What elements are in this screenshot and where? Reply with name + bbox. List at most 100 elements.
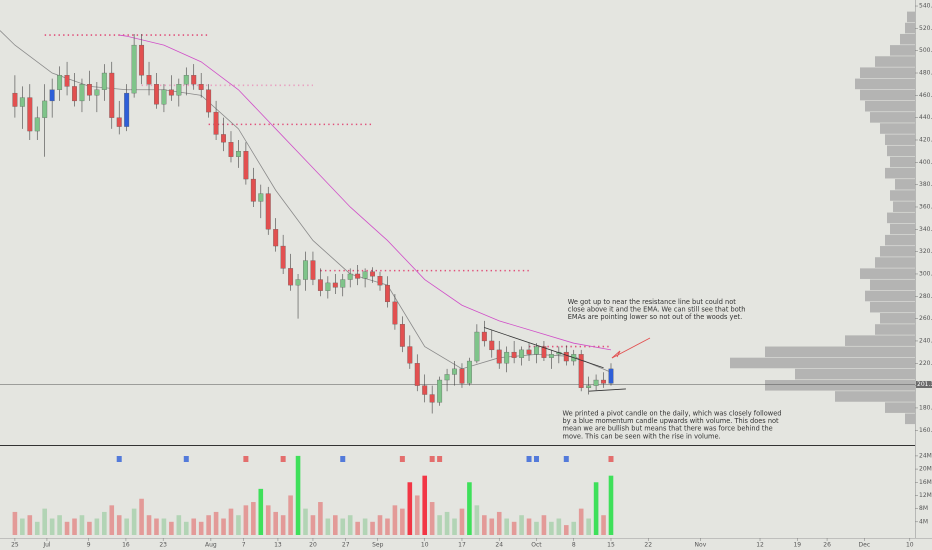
volume-bar (586, 518, 591, 535)
y-tick-label: 300.00 (919, 270, 932, 277)
candle-body (578, 354, 584, 388)
candle-body (34, 117, 40, 132)
candle-body (280, 245, 286, 269)
volume-bar (191, 518, 197, 535)
volume-bar (221, 518, 226, 535)
candle-body (481, 331, 487, 342)
candle-body (42, 100, 48, 118)
annotation-line: We got up to near the resistance line bu… (568, 298, 736, 306)
volume-tick-label: 24M (919, 452, 932, 459)
x-tick-label: 9 (87, 542, 91, 549)
x-tick-label: Sep (372, 542, 384, 549)
annotation-line: move. This can be seen with the rise in … (563, 432, 721, 440)
candle-body (191, 75, 197, 85)
volume-bar (414, 495, 420, 535)
candle-body (489, 340, 495, 351)
candle-body (310, 260, 316, 280)
signal-flag (563, 456, 569, 462)
x-tick-label: 10 (421, 542, 429, 549)
volume-bar (280, 515, 286, 535)
volume-bar (482, 515, 487, 535)
candle-body (198, 84, 204, 90)
candle-body (19, 97, 25, 107)
y-tick-label: 220.00 (919, 360, 932, 367)
volume-profile-bar (895, 179, 915, 190)
candle-body (265, 193, 271, 230)
y-tick-label: 440.00 (919, 114, 932, 121)
annotation-line: by a blue momentum candle upwards with v… (563, 417, 779, 425)
x-tick-label: 27 (342, 542, 350, 549)
volume-profile-bar (875, 257, 915, 268)
signal-flag (183, 456, 189, 462)
y-tick-label: 540.00 (919, 3, 932, 10)
volume-bar (139, 498, 144, 535)
y-tick-label: 420.00 (919, 136, 932, 143)
signal-flag (116, 456, 122, 462)
volume-profile-bar (900, 33, 915, 45)
candle-body (370, 271, 376, 277)
x-tick-label: Nov (695, 542, 707, 549)
x-tick-label: 23 (159, 542, 167, 549)
candle-body (429, 394, 435, 403)
volume-bar (131, 508, 137, 535)
volume-profile-bar (875, 56, 915, 67)
y-tick-label: 280.00 (919, 293, 932, 300)
volume-profile-bar (765, 346, 915, 358)
volume-profile-bar (865, 100, 915, 112)
volume-bar (534, 521, 539, 535)
volume-bar (362, 518, 368, 535)
volume-bar (12, 511, 18, 535)
ema-line (119, 34, 612, 351)
x-tick-label: 19 (793, 542, 801, 549)
volume-profile-bar (890, 156, 915, 168)
volume-bar (496, 511, 502, 535)
trendline (588, 388, 626, 392)
volume-bar (295, 455, 301, 535)
candle-body (12, 92, 18, 107)
y-tick-label: 460.00 (919, 92, 932, 99)
volume-tick-label: 8M (919, 505, 928, 512)
candle-body (608, 368, 614, 384)
volume-bar (273, 511, 278, 535)
volume-bar (49, 518, 55, 535)
volume-profile-bar (890, 223, 915, 235)
volume-bar (452, 518, 457, 535)
candle-body (206, 89, 212, 113)
y-tick-label: 380.00 (919, 181, 932, 188)
x-tick-label: 26 (823, 542, 831, 549)
volume-bar (34, 521, 40, 535)
volume-bar (392, 505, 398, 535)
candle-body (273, 229, 279, 247)
volume-bar (228, 508, 234, 535)
x-tick-label: Aug (205, 542, 217, 549)
volume-profile-bar (860, 268, 915, 279)
last-price-box (916, 380, 932, 388)
candle-body (601, 379, 606, 384)
volume-bar (563, 525, 569, 535)
x-tick-label: 22 (644, 542, 652, 549)
x-tick-label: 15 (607, 542, 615, 549)
x-tick-label: 10 (906, 542, 914, 549)
volume-bar (79, 515, 85, 535)
candle-body (362, 271, 368, 279)
volume-bar (64, 521, 70, 535)
candle-body (250, 178, 256, 202)
volume-bar (593, 482, 599, 535)
volume-profile-bar (880, 246, 915, 257)
volume-profile-bar (860, 89, 915, 101)
x-tick-label: 7 (242, 542, 246, 549)
arrow-head (611, 350, 621, 359)
volume-bar (459, 508, 465, 535)
volume-profile-bar (880, 313, 915, 324)
volume-bar (400, 508, 405, 535)
signal-flag (437, 456, 443, 462)
volume-profile-bar (845, 335, 915, 346)
candle-body (511, 351, 517, 358)
volume-bar (57, 515, 62, 535)
volume-bar (20, 518, 25, 535)
candle-body (235, 151, 241, 157)
annotation: We got up to near the resistance line bu… (568, 298, 746, 321)
volume-bar (154, 518, 159, 535)
annotation-line: mean we are bullish but means that there… (563, 425, 773, 433)
volume-profile-bar (855, 78, 915, 90)
